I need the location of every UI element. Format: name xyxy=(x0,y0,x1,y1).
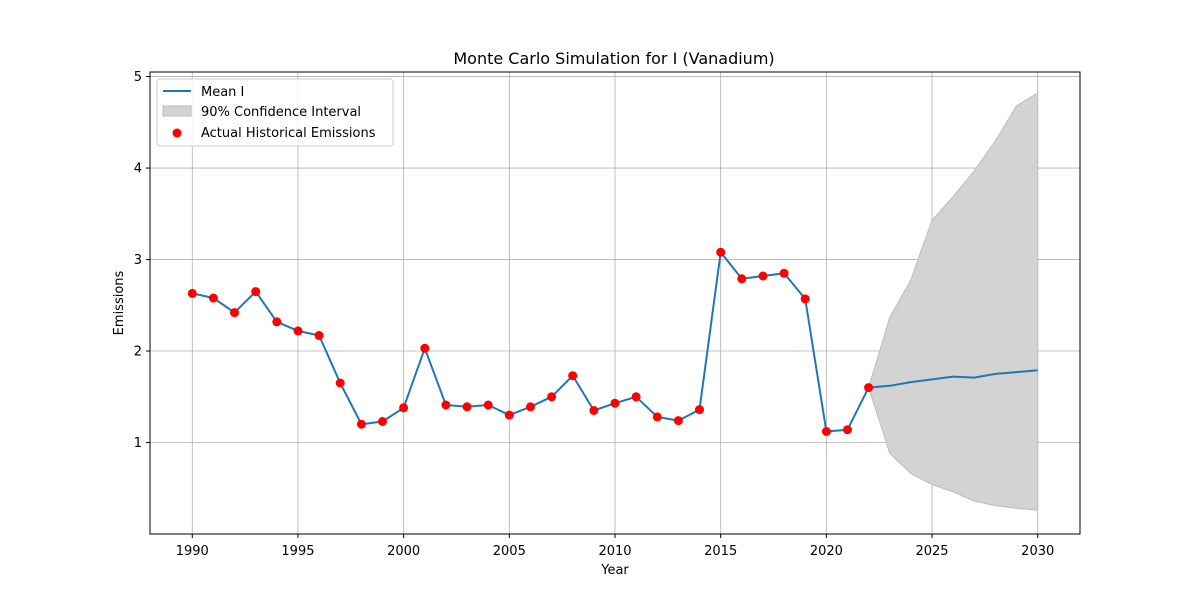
historical-point xyxy=(716,247,726,257)
historical-point xyxy=(610,398,620,408)
legend-ci-label: 90% Confidence Interval xyxy=(201,105,361,120)
historical-point xyxy=(314,331,324,340)
legend-ci-swatch xyxy=(162,105,192,117)
x-tick-label: 2015 xyxy=(704,544,737,559)
historical-point xyxy=(187,288,197,298)
y-tick-label: 2 xyxy=(134,345,142,360)
historical-point xyxy=(652,412,662,422)
x-axis-title: Year xyxy=(600,563,629,578)
historical-point xyxy=(356,419,366,429)
historical-point xyxy=(335,378,345,388)
y-tick-label: 5 xyxy=(134,70,142,85)
x-tick-label: 1995 xyxy=(281,544,314,559)
x-tick-label: 2020 xyxy=(810,544,843,559)
historical-point xyxy=(779,268,789,278)
historical-series xyxy=(187,247,874,436)
y-axis-title: Emissions xyxy=(112,270,127,335)
historical-point xyxy=(208,293,218,303)
historical-point xyxy=(843,425,852,435)
x-tick-label: 2005 xyxy=(493,544,526,559)
legend-mean-label: Mean I xyxy=(201,85,244,100)
historical-point xyxy=(441,400,451,410)
historical-point xyxy=(378,417,387,426)
historical-point xyxy=(420,343,430,353)
y-tick-label: 3 xyxy=(134,253,142,268)
confidence-interval xyxy=(868,92,1039,511)
historical-point xyxy=(526,402,535,412)
historical-point xyxy=(568,371,578,381)
historical-point xyxy=(631,392,641,402)
historical-point xyxy=(399,403,409,413)
historical-point xyxy=(483,400,493,410)
axis-ticks: 1990 1995 2000 2005 2010 2015 2020 2025 2030 1 2 3 4… xyxy=(134,70,1055,559)
x-tick-label: 2010 xyxy=(598,544,631,559)
legend: Mean I 90% Confidence Interval Actual Hi… xyxy=(156,78,394,147)
historical-point xyxy=(251,287,261,297)
historical-point xyxy=(758,271,768,281)
x-tick-label: 2025 xyxy=(915,544,948,559)
legend-historical-swatch xyxy=(172,128,182,138)
historical-point xyxy=(504,410,514,420)
chart-title: Monte Carlo Simulation for I (Vanadium) xyxy=(453,49,774,68)
historical-point xyxy=(821,427,831,436)
historical-point xyxy=(230,308,239,318)
historical-point xyxy=(673,416,683,426)
legend-box xyxy=(156,78,394,147)
historical-point xyxy=(695,405,704,415)
historical-point xyxy=(272,317,282,327)
historical-point xyxy=(293,326,303,336)
historical-point xyxy=(547,392,557,402)
confidence-band xyxy=(868,92,1039,511)
y-tick-label: 4 xyxy=(134,162,142,177)
historical-point xyxy=(864,383,874,393)
x-tick-label: 1990 xyxy=(176,544,209,559)
y-tick-label: 1 xyxy=(134,436,142,451)
historical-point xyxy=(462,402,472,412)
historical-point xyxy=(737,274,747,284)
x-tick-label: 2030 xyxy=(1021,544,1054,559)
historical-point xyxy=(589,406,599,415)
x-tick-label: 2000 xyxy=(387,544,420,559)
legend-historical-label: Actual Historical Emissions xyxy=(201,126,376,141)
historical-point xyxy=(800,294,810,304)
